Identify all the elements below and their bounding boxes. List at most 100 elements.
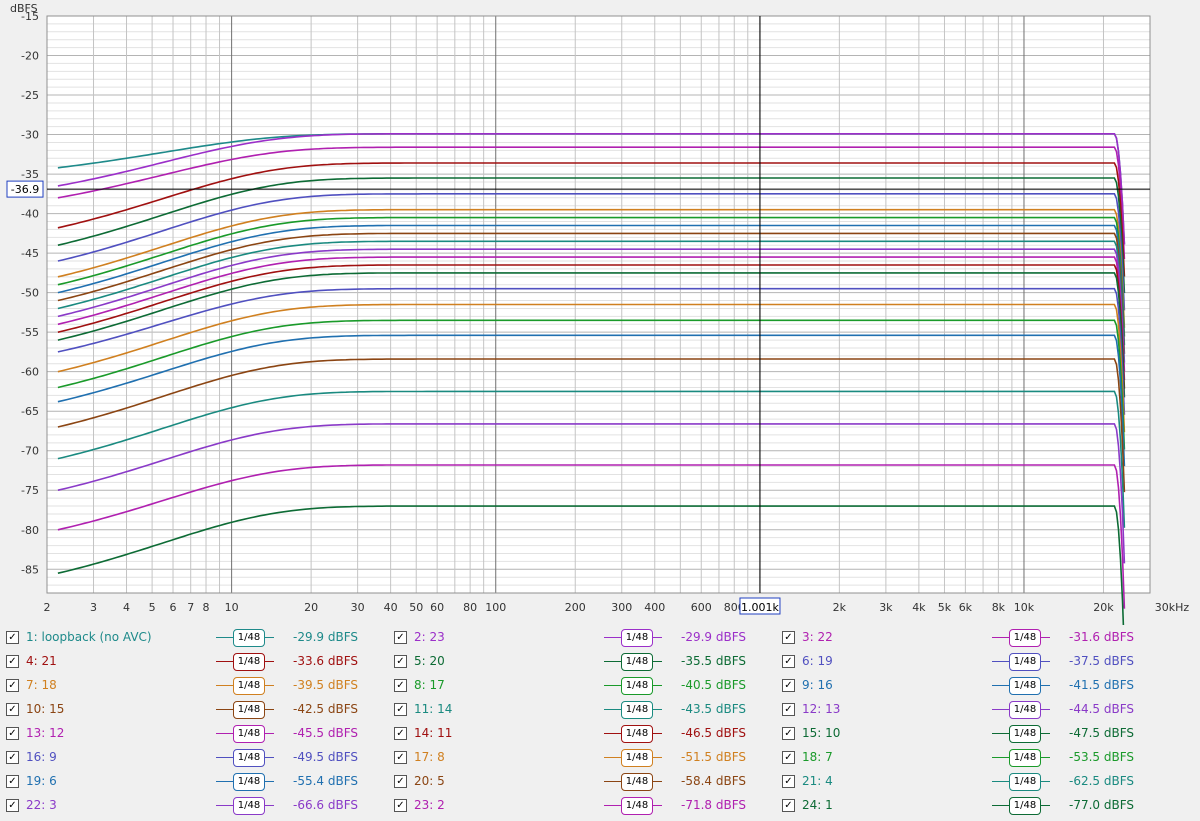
- legend-item[interactable]: ✓ 9: 16 1/48 -41.5 dBFS: [782, 675, 1162, 695]
- series-line: [57, 319, 1126, 450]
- legend-item[interactable]: ✓ 11: 14 1/48 -43.5 dBFS: [394, 699, 774, 719]
- smoothing-button[interactable]: 1/48: [621, 797, 653, 815]
- smoothing-button[interactable]: 1/48: [1009, 725, 1041, 743]
- smoothing-button[interactable]: 1/48: [233, 677, 265, 695]
- legend-checkbox[interactable]: ✓: [6, 631, 19, 644]
- smoothing-button[interactable]: 1/48: [621, 677, 653, 695]
- series-line: [57, 505, 1125, 625]
- legend-checkbox[interactable]: ✓: [394, 727, 407, 740]
- legend-checkbox[interactable]: ✓: [6, 655, 19, 668]
- smoothing-button[interactable]: 1/48: [233, 653, 265, 671]
- legend-checkbox[interactable]: ✓: [782, 631, 795, 644]
- legend-checkbox[interactable]: ✓: [394, 679, 407, 692]
- y-tick-label: -70: [21, 445, 39, 458]
- legend-checkbox[interactable]: ✓: [782, 727, 795, 740]
- smoothing-button[interactable]: 1/48: [1009, 749, 1041, 767]
- smoothing-button[interactable]: 1/48: [233, 773, 265, 791]
- y-tick-label: -65: [21, 405, 39, 418]
- series-line: [57, 248, 1126, 372]
- legend-series-name: 8: 17: [414, 678, 445, 692]
- legend-checkbox[interactable]: ✓: [6, 751, 19, 764]
- grid-lines: [46, 15, 1151, 594]
- legend-checkbox[interactable]: ✓: [6, 775, 19, 788]
- y-tick-label: -30: [21, 129, 39, 142]
- smoothing-button[interactable]: 1/48: [233, 797, 265, 815]
- legend-checkbox[interactable]: ✓: [6, 799, 19, 812]
- legend-checkbox[interactable]: ✓: [394, 799, 407, 812]
- legend-item[interactable]: ✓ 12: 13 1/48 -44.5 dBFS: [782, 699, 1162, 719]
- legend-item[interactable]: ✓ 22: 3 1/48 -66.6 dBFS: [6, 795, 386, 815]
- legend-series-name: 10: 15: [26, 702, 65, 716]
- smoothing-button[interactable]: 1/48: [621, 701, 653, 719]
- smoothing-button[interactable]: 1/48: [621, 749, 653, 767]
- smoothing-button[interactable]: 1/48: [233, 749, 265, 767]
- legend-item[interactable]: ✓ 13: 12 1/48 -45.5 dBFS: [6, 723, 386, 743]
- smoothing-button[interactable]: 1/48: [233, 629, 265, 647]
- legend-checkbox[interactable]: ✓: [6, 727, 19, 740]
- legend-value: -35.5 dBFS: [681, 654, 747, 668]
- legend-checkbox[interactable]: ✓: [6, 679, 19, 692]
- series-line: [57, 232, 1126, 354]
- smoothing-button[interactable]: 1/48: [621, 773, 653, 791]
- legend-item[interactable]: ✓ 5: 20 1/48 -35.5 dBFS: [394, 651, 774, 671]
- legend-value: -47.5 dBFS: [1069, 726, 1135, 740]
- smoothing-button[interactable]: 1/48: [621, 725, 653, 743]
- legend-item[interactable]: ✓ 16: 9 1/48 -49.5 dBFS: [6, 747, 386, 767]
- legend-checkbox[interactable]: ✓: [782, 799, 795, 812]
- legend-series-name: 22: 3: [26, 798, 57, 812]
- x-tick-label: 40: [384, 601, 398, 614]
- legend-series-name: 14: 11: [414, 726, 453, 740]
- smoothing-button[interactable]: 1/48: [621, 629, 653, 647]
- legend-item[interactable]: ✓ 2: 23 1/48 -29.9 dBFS: [394, 627, 774, 647]
- x-tick-label: 20: [304, 601, 318, 614]
- legend-item[interactable]: ✓ 18: 7 1/48 -53.5 dBFS: [782, 747, 1162, 767]
- legend-checkbox[interactable]: ✓: [394, 655, 407, 668]
- series-line: [57, 177, 1126, 294]
- frequency-response-plot[interactable]: -15-20-25-30-35-40-45-50-55-60-65-70-75-…: [0, 0, 1200, 625]
- smoothing-button[interactable]: 1/48: [1009, 797, 1041, 815]
- legend-checkbox[interactable]: ✓: [782, 703, 795, 716]
- legend-item[interactable]: ✓ 24: 1 1/48 -77.0 dBFS: [782, 795, 1162, 815]
- legend-item[interactable]: ✓ 23: 2 1/48 -71.8 dBFS: [394, 795, 774, 815]
- legend-item[interactable]: ✓ 7: 18 1/48 -39.5 dBFS: [6, 675, 386, 695]
- legend-item[interactable]: ✓ 3: 22 1/48 -31.6 dBFS: [782, 627, 1162, 647]
- legend-series-name: 1: loopback (no AVC): [26, 630, 152, 644]
- legend-item[interactable]: ✓ 21: 4 1/48 -62.5 dBFS: [782, 771, 1162, 791]
- smoothing-button[interactable]: 1/48: [1009, 653, 1041, 671]
- legend-item[interactable]: ✓ 14: 11 1/48 -46.5 dBFS: [394, 723, 774, 743]
- legend-item[interactable]: ✓ 6: 19 1/48 -37.5 dBFS: [782, 651, 1162, 671]
- smoothing-button[interactable]: 1/48: [1009, 677, 1041, 695]
- legend-item[interactable]: ✓ 10: 15 1/48 -42.5 dBFS: [6, 699, 386, 719]
- legend-checkbox[interactable]: ✓: [394, 775, 407, 788]
- y-tick-label: -80: [21, 524, 39, 537]
- cursor[interactable]: -36.9 1.001k: [6, 16, 1150, 615]
- legend-series-name: 20: 5: [414, 774, 445, 788]
- legend-item[interactable]: ✓ 8: 17 1/48 -40.5 dBFS: [394, 675, 774, 695]
- smoothing-button[interactable]: 1/48: [1009, 629, 1041, 647]
- series-line: [57, 208, 1126, 328]
- x-tick-label: 7: [187, 601, 194, 614]
- legend-item[interactable]: ✓ 17: 8 1/48 -51.5 dBFS: [394, 747, 774, 767]
- legend-checkbox[interactable]: ✓: [782, 679, 795, 692]
- legend-checkbox[interactable]: ✓: [394, 751, 407, 764]
- x-tick-label: 6: [170, 601, 177, 614]
- legend-checkbox[interactable]: ✓: [782, 751, 795, 764]
- legend-item[interactable]: ✓ 20: 5 1/48 -58.4 dBFS: [394, 771, 774, 791]
- smoothing-button[interactable]: 1/48: [621, 653, 653, 671]
- smoothing-button[interactable]: 1/48: [1009, 773, 1041, 791]
- legend-checkbox[interactable]: ✓: [782, 655, 795, 668]
- legend-value: -37.5 dBFS: [1069, 654, 1135, 668]
- smoothing-button[interactable]: 1/48: [233, 701, 265, 719]
- smoothing-button[interactable]: 1/48: [233, 725, 265, 743]
- y-tick-label: -40: [21, 208, 39, 221]
- legend-checkbox[interactable]: ✓: [394, 631, 407, 644]
- legend-checkbox[interactable]: ✓: [782, 775, 795, 788]
- legend-checkbox[interactable]: ✓: [394, 703, 407, 716]
- legend-item[interactable]: ✓ 15: 10 1/48 -47.5 dBFS: [782, 723, 1162, 743]
- axis-labels: -15 -20 -25 -30 -35 -40 -45 -50 -55 -60 -65 -70 -75 -…: [10, 2, 1189, 614]
- legend-item[interactable]: ✓ 1: loopback (no AVC) 1/48 -29.9 dBFS: [6, 627, 386, 647]
- legend-item[interactable]: ✓ 19: 6 1/48 -55.4 dBFS: [6, 771, 386, 791]
- smoothing-button[interactable]: 1/48: [1009, 701, 1041, 719]
- legend-item[interactable]: ✓ 4: 21 1/48 -33.6 dBFS: [6, 651, 386, 671]
- legend-checkbox[interactable]: ✓: [6, 703, 19, 716]
